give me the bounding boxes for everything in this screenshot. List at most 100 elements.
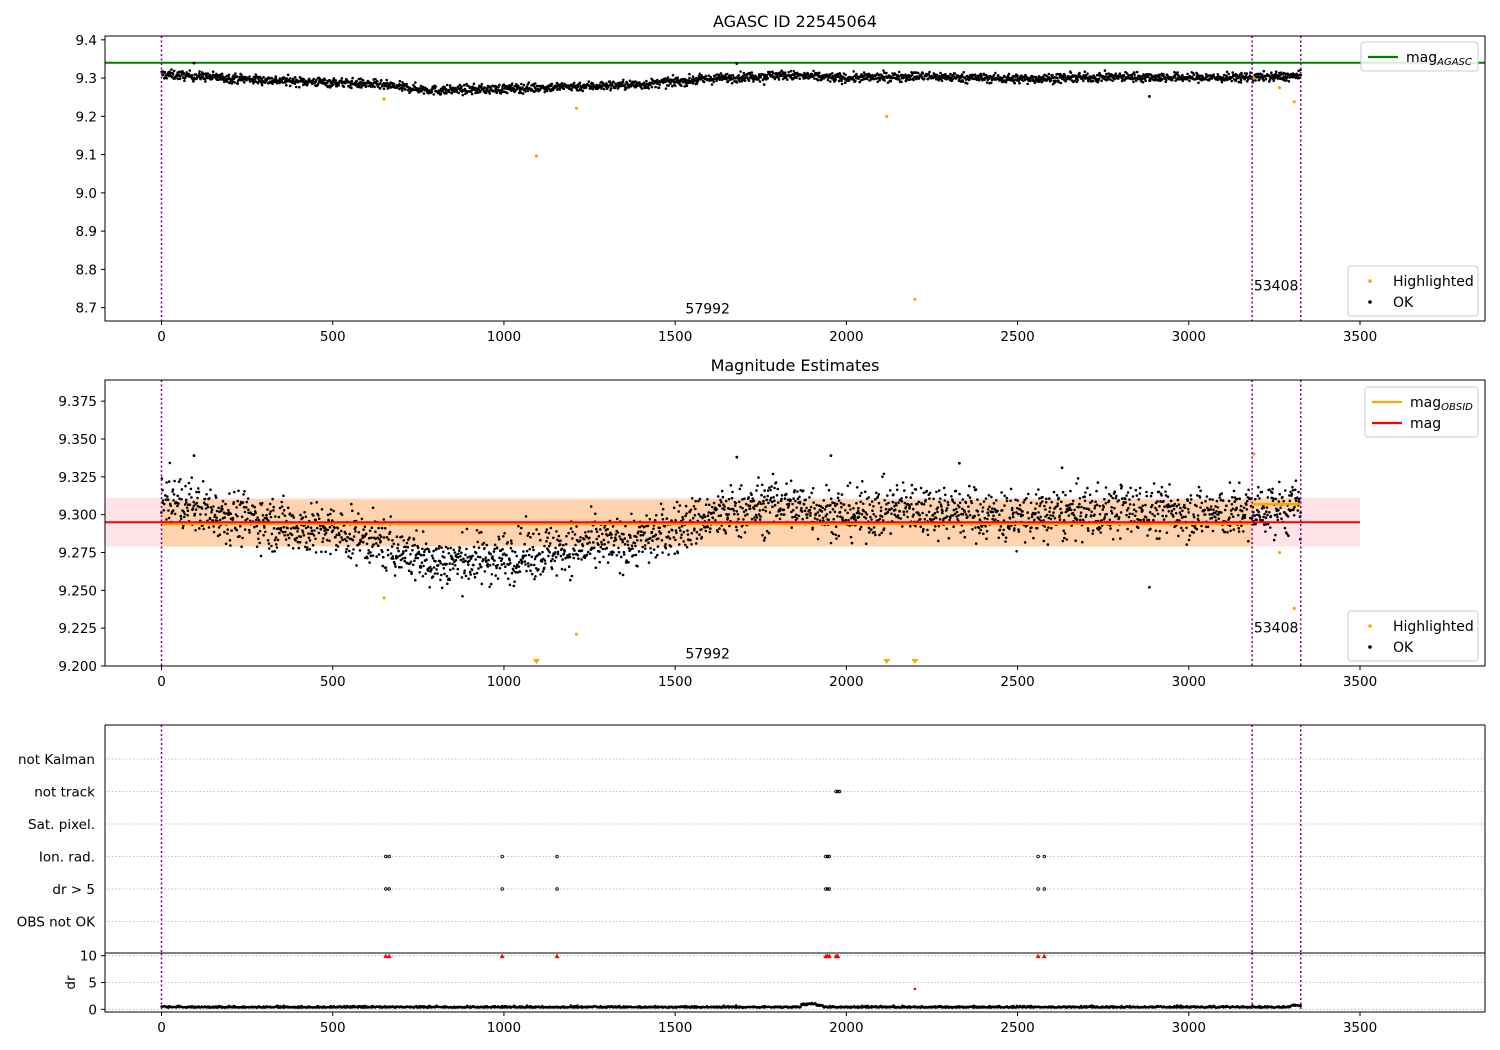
ok-point [1120,485,1124,488]
ok-point [1025,497,1028,500]
ok-point [600,540,603,544]
ok-point [1078,497,1082,500]
ok-point [810,491,813,495]
ok-point [331,529,335,532]
ok-point [380,526,384,530]
ok-point [1084,491,1087,494]
ok-point [667,84,670,87]
ok-point [495,566,498,570]
ok-point [465,547,468,551]
ok-point [909,524,912,528]
ok-point [1197,81,1200,85]
ok-point [266,508,269,511]
legend-label: OK [1393,295,1414,311]
ok-point [1154,506,1157,510]
ok-point [304,79,308,83]
ok-point [431,556,435,560]
ok-point [765,498,769,502]
ok-point [285,84,288,87]
ok-point [640,530,643,533]
ok-point [362,528,365,531]
ok-point [464,559,467,563]
ok-point [1037,511,1040,514]
ok-point [414,578,417,582]
ok-point [886,510,890,514]
ok-point [649,81,653,85]
ok-point [733,512,736,516]
ok-point [262,75,265,79]
ok-point [417,550,421,554]
ok-point [661,551,664,554]
ok-point [1258,78,1261,81]
ok-point [870,500,874,503]
ok-point [236,499,239,503]
ok-point [789,69,793,73]
ok-point [424,572,428,575]
ok-point [476,91,480,94]
ok-point [320,508,324,511]
ok-point [210,508,214,512]
ok-point [1107,499,1111,503]
ok-point [905,510,909,513]
ok-point [1132,80,1135,84]
ok-point [649,551,653,554]
ok-point [700,74,703,77]
ok-point [1032,536,1035,540]
ok-point [1127,515,1131,519]
ok-point [938,518,942,521]
ok-point [1138,486,1142,490]
ok-point [1119,511,1123,514]
ok-point [676,76,679,79]
ok-point [739,70,742,73]
ok-point [1092,79,1095,83]
ok-point [1270,71,1273,74]
ok-point [176,494,179,498]
ok-point [297,527,300,530]
ok-point [492,550,496,553]
ok-point [463,571,466,575]
ok-point [1151,503,1154,507]
ok-point [726,80,729,83]
ok-point [712,501,716,505]
ok-point [1015,550,1018,553]
ok-point [489,552,492,556]
ok-point [451,558,455,561]
ok-point [860,513,864,516]
ok-point [1136,526,1140,529]
ok-point [513,564,516,568]
legend-label-main: Highlighted [1393,274,1474,290]
ok-point [575,525,578,528]
ok-point [375,555,379,558]
ok-point [528,547,531,551]
ok-point [886,81,890,84]
ok-point [449,568,452,572]
ok-point [892,493,895,496]
ok-point [890,507,893,510]
ok-point [735,81,739,84]
ok-point [498,83,501,87]
ok-point [221,499,225,503]
ok-point [1109,527,1112,530]
ok-point [524,563,527,566]
ok-point [1161,509,1165,512]
ok-point [674,529,678,532]
ok-point [762,502,765,505]
ok-point [849,535,853,539]
ok-point [332,83,335,86]
ok-point [708,530,712,534]
ok-point [236,515,239,518]
ok-point [669,82,672,85]
ok-point [591,87,594,91]
ok-point [350,86,353,90]
ok-point [409,560,413,564]
ok-point [621,540,625,544]
ok-point [550,82,554,86]
ok-point [928,497,931,500]
ok-point [949,72,952,76]
ok-point [208,516,212,520]
ok-point [1133,514,1137,518]
ok-point [373,85,376,89]
y-tick-label: 9.2 [76,109,97,125]
ok-point [183,79,186,82]
ok-point [542,566,546,570]
